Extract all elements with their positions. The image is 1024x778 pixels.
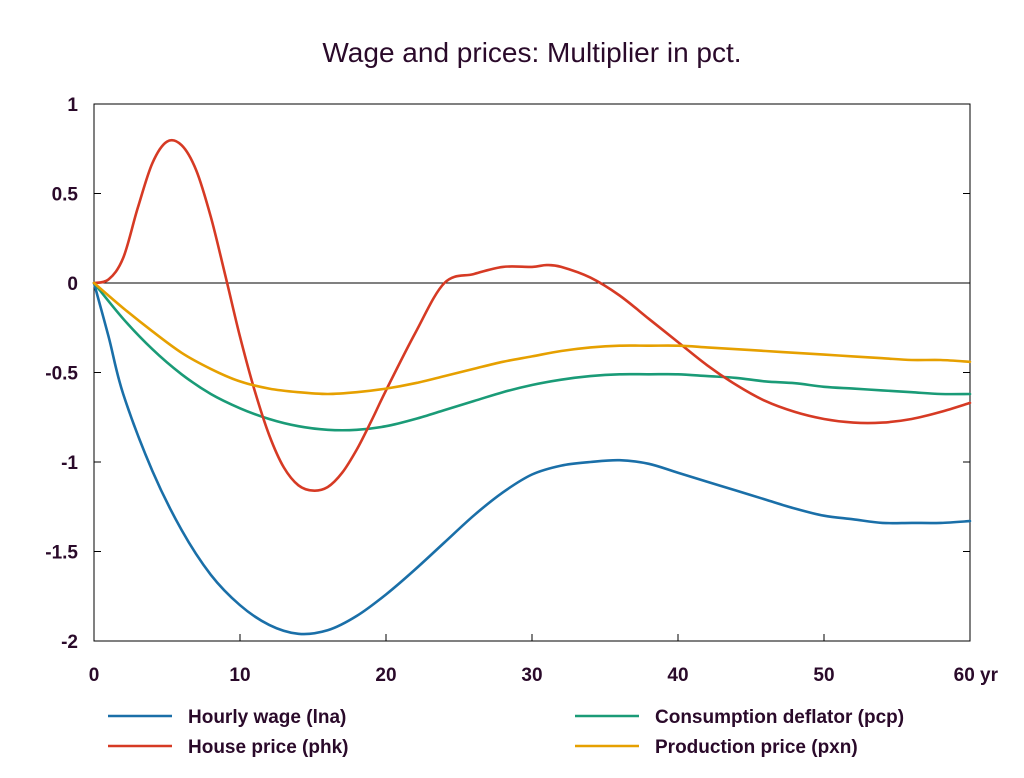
y-tick-label: 0.5 bbox=[52, 185, 79, 206]
legend-label: Hourly wage (lna) bbox=[188, 707, 346, 728]
legend: Hourly wage (lna) Consumption deflator (p… bbox=[108, 707, 904, 758]
x-tick-label: 0 bbox=[89, 665, 100, 686]
y-tick-label: -0.5 bbox=[45, 364, 78, 385]
plot-border bbox=[93, 103, 971, 642]
x-tick-label: 20 bbox=[375, 665, 396, 686]
x-tick-label: 40 bbox=[667, 665, 688, 686]
x-tick-label: 30 bbox=[521, 665, 542, 686]
series-line-0 bbox=[92, 281, 972, 636]
x-tick-label: 60 yr bbox=[954, 665, 999, 686]
x-tick-label: 50 bbox=[813, 665, 834, 686]
y-tick-label: 0 bbox=[67, 274, 78, 295]
legend-label: Consumption deflator (pcp) bbox=[655, 707, 904, 728]
y-axis: 1 0.5 0 -0.5 -1 -1.5 -2 bbox=[45, 95, 970, 653]
y-tick-label: -1 bbox=[61, 453, 78, 474]
y-tick-label: -1.5 bbox=[45, 543, 78, 564]
y-tick-label: -2 bbox=[61, 632, 78, 653]
legend-label: Production price (pxn) bbox=[655, 737, 858, 758]
x-tick-label: 10 bbox=[229, 665, 250, 686]
series-line-1 bbox=[92, 281, 972, 432]
series-line-3 bbox=[92, 281, 972, 396]
series-line-2 bbox=[92, 138, 972, 492]
legend-label: House price (phk) bbox=[188, 737, 348, 758]
plot-frame bbox=[93, 103, 971, 642]
y-tick-label: 1 bbox=[67, 95, 78, 116]
chart-title: Wage and prices: Multiplier in pct. bbox=[322, 37, 741, 68]
x-axis: 0 10 20 30 40 50 60 yr bbox=[89, 634, 999, 686]
series-lines bbox=[92, 138, 972, 636]
